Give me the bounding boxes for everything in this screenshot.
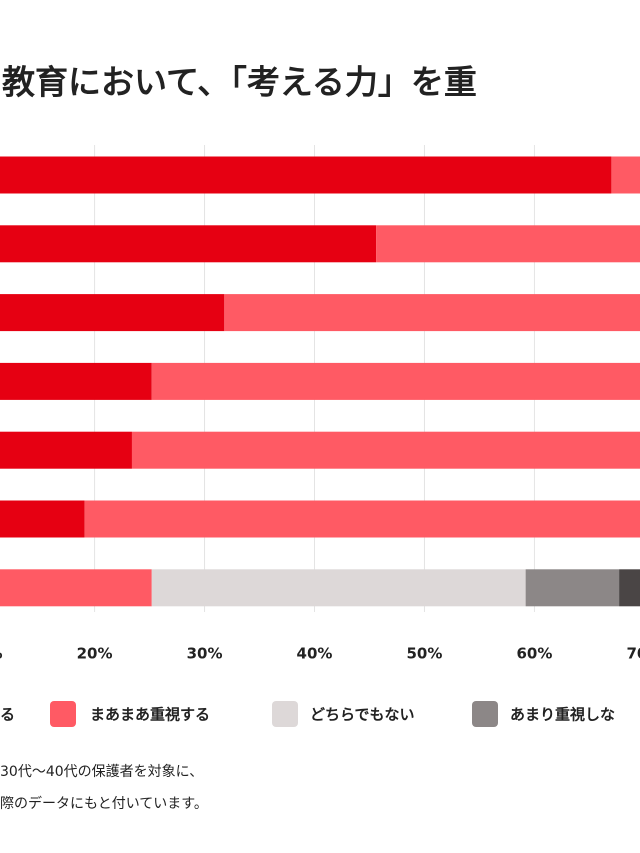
legend-swatch: [272, 701, 298, 727]
chart-title: 教育において、「考える力」を重: [2, 63, 477, 102]
bar-segment: [611, 156, 640, 194]
bar-segment: [224, 294, 640, 332]
legend-swatch: [50, 701, 76, 727]
x-tick-label: 50%: [407, 645, 443, 663]
legend-label: どちらでもない: [310, 706, 415, 724]
x-tick-label: 30%: [187, 645, 223, 663]
bar-segment: [619, 569, 640, 607]
bar-segment: [151, 569, 526, 607]
bar-segment: [151, 362, 640, 400]
legend-label: あまり重視しな: [510, 706, 615, 724]
bar-segment: [0, 294, 225, 332]
bar-segment: [0, 156, 612, 194]
bar-segment: [131, 431, 640, 469]
bar-segment: [84, 500, 640, 538]
x-tick-label: 60%: [516, 645, 552, 663]
legend-label: まあまあ重視する: [90, 706, 210, 724]
x-tick-label: 20%: [77, 645, 113, 663]
bar-segment: [0, 569, 152, 607]
legend-swatch: [472, 701, 498, 727]
bar-segment: [0, 500, 85, 538]
bar-segment: [525, 569, 620, 607]
bar-segment: [0, 431, 132, 469]
bar-segment: [0, 362, 152, 400]
x-tick-label: 70%: [626, 645, 640, 663]
footnote: 際のデータにもと付いています。: [0, 795, 208, 812]
bar-segment: [0, 225, 377, 263]
bar-segment: [376, 225, 640, 263]
x-tick-label: 40%: [297, 645, 333, 663]
x-tick-label: 10%: [0, 645, 3, 663]
legend-label: る: [0, 706, 15, 724]
footnote: 30代〜40代の保護者を対象に、: [0, 764, 203, 780]
